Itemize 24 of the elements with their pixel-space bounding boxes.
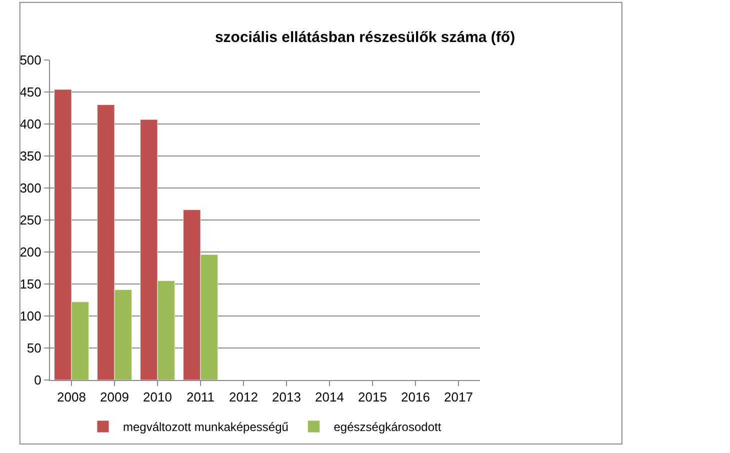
chart-title: szociális ellátásban részesülők száma (fő) [214, 29, 516, 46]
x-tick-label: 2015 [358, 390, 387, 405]
x-tick-label: 2010 [143, 390, 172, 405]
y-tick-label: 300 [20, 180, 42, 196]
y-tick-label: 400 [20, 116, 42, 132]
y-tick-label: 200 [20, 244, 42, 260]
x-tick-label: 2013 [272, 390, 301, 405]
y-tick-label: 250 [20, 212, 42, 228]
x-tick-label: 2014 [315, 390, 344, 405]
y-tick-label: 450 [20, 84, 42, 100]
y-tick-label: 500 [20, 52, 42, 68]
x-tick-label: 2011 [186, 390, 214, 405]
x-tick-label: 2012 [229, 390, 258, 405]
y-tick-label: 0 [34, 372, 42, 388]
y-tick-label: 100 [20, 308, 42, 324]
x-tick-label: 2009 [100, 390, 129, 405]
x-tick-label: 2017 [444, 390, 473, 405]
y-tick-label: 150 [20, 276, 42, 292]
y-tick-label: 350 [20, 148, 42, 164]
x-tick-label: 2008 [57, 390, 86, 405]
y-tick-label: 50 [26, 340, 42, 356]
legend-label: megváltozott munkaképességű [123, 420, 289, 434]
legend-label: egészségkárosodott [334, 420, 442, 434]
x-tick-label: 2016 [401, 390, 430, 405]
